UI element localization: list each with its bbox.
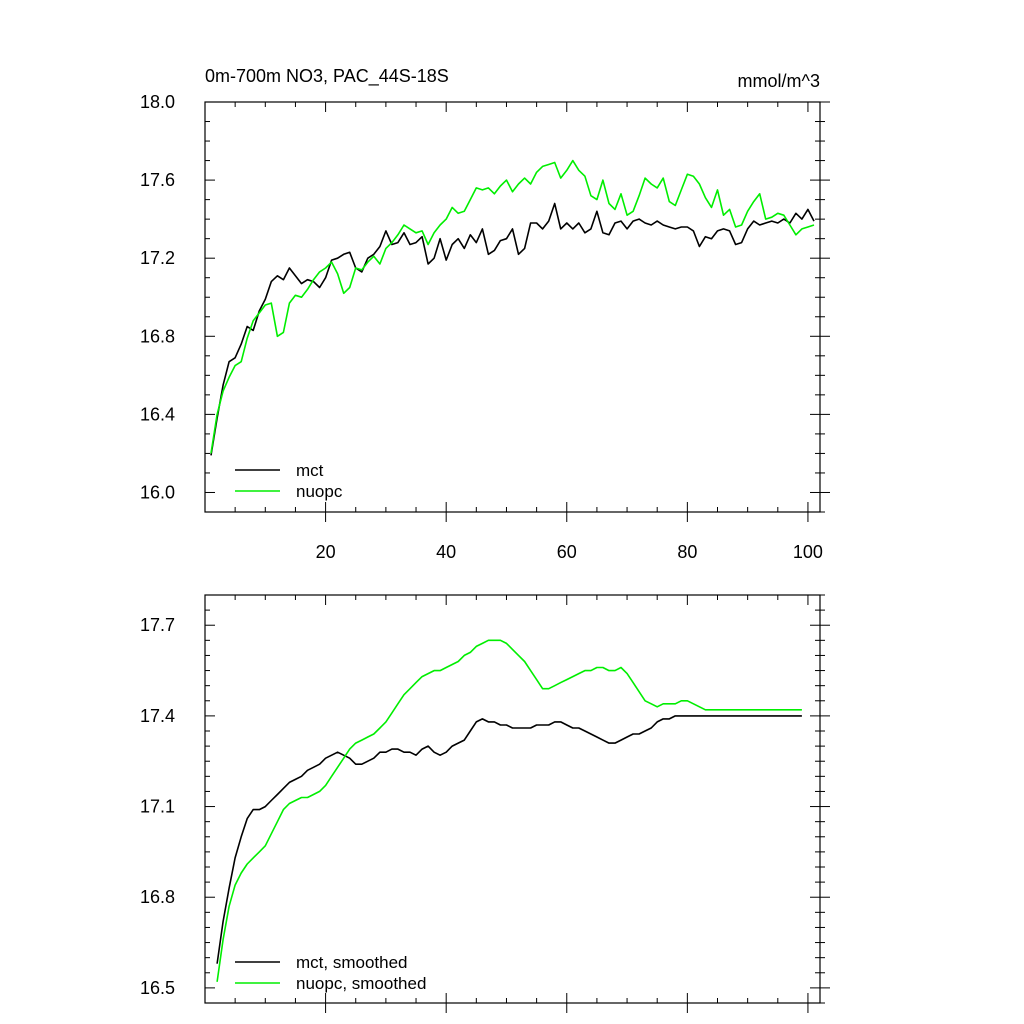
top-plot-frame [204, 101, 821, 513]
y-tick-label: 17.7 [140, 615, 175, 635]
y-tick-label: 17.1 [140, 797, 175, 817]
legend-label: nuopc [296, 482, 343, 501]
y-tick-label: 17.2 [140, 248, 175, 268]
chart-title: 0m-700m NO3, PAC_44S-18S [205, 66, 449, 87]
top-ticks [205, 101, 830, 522]
top-legend: mct nuopc [235, 461, 343, 501]
y-tick-label: 16.8 [140, 326, 175, 346]
bottom-ticks [205, 594, 830, 1013]
series-line-mct [210, 202, 815, 456]
bottom-plot-frame [204, 594, 821, 1004]
x-tick-label: 60 [557, 542, 577, 562]
y-tick-label: 16.0 [140, 482, 175, 502]
legend-label: nuopc, smoothed [296, 974, 426, 993]
y-tick-label: 16.4 [140, 404, 175, 424]
series-line-nuopc [210, 159, 815, 454]
x-tick-label: 20 [316, 542, 336, 562]
bottom-tick-labels: 16.5 16.8 17.1 17.4 17.7 [140, 615, 175, 998]
x-tick-label: 40 [436, 542, 456, 562]
top-panel: 0m-700m NO3, PAC_44S-18S mmol/m^3 20 40 60… [140, 66, 830, 562]
y-tick-label: 17.4 [140, 706, 175, 726]
x-tick-label: 100 [793, 542, 823, 562]
legend-label: mct [296, 461, 324, 480]
legend-label: mct, smoothed [296, 953, 408, 972]
series-line-nuopc-smoothed [216, 639, 802, 982]
y-tick-label: 16.8 [140, 887, 175, 907]
bottom-panel: 16.5 16.8 17.1 17.4 17.7 mct, smoothed nuopc,… [140, 594, 830, 1013]
top-series [210, 159, 815, 456]
x-tick-label: 80 [677, 542, 697, 562]
units-label: mmol/m^3 [738, 71, 820, 91]
y-tick-label: 17.6 [140, 170, 175, 190]
top-tick-labels: 20 40 60 80 100 16.0 16.4 16.8 17.2 17.6 18.0 [140, 92, 823, 562]
series-line-mct-smoothed [216, 715, 802, 964]
y-tick-label: 18.0 [140, 92, 175, 112]
y-tick-label: 16.5 [140, 978, 175, 998]
bottom-legend: mct, smoothed nuopc, smoothed [235, 953, 426, 993]
bottom-series [216, 639, 802, 982]
